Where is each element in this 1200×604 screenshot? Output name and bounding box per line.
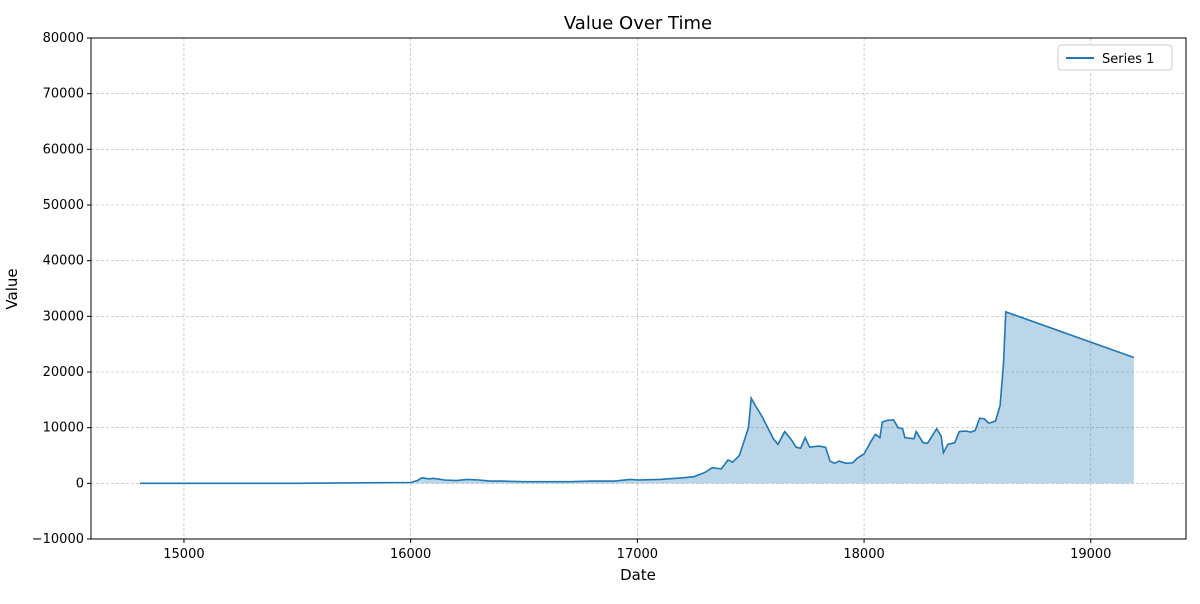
y-tick-label: 80000 [43, 31, 84, 46]
y-tick-label: 30000 [43, 309, 84, 324]
x-axis-label: Date [620, 566, 656, 584]
x-tick-label: 15000 [163, 547, 204, 562]
y-tick-label: 70000 [43, 87, 84, 102]
line [139, 310, 1135, 485]
y-tick-label: 10000 [43, 421, 84, 436]
legend-label: Series 1 [1102, 52, 1154, 67]
chart-title: Value Over Time [564, 13, 712, 34]
legend-box [1057, 44, 1173, 71]
x-tick-label: 17000 [617, 547, 658, 562]
y-tick-label: 50000 [43, 198, 84, 213]
x-tick-label: 19000 [1070, 547, 1111, 562]
area [139, 311, 1134, 484]
plot-frame [90, 37, 1187, 540]
y-tick-label: 0 [76, 476, 84, 491]
y-tick-label: 60000 [43, 142, 84, 157]
y-axis-label: Value [3, 268, 21, 309]
y-tick-label: 40000 [43, 254, 84, 269]
y-tick-label: 20000 [43, 365, 84, 380]
x-tick-label: 16000 [390, 547, 431, 562]
x-tick-label: 18000 [843, 547, 884, 562]
y-tick-label: −10000 [32, 532, 84, 547]
